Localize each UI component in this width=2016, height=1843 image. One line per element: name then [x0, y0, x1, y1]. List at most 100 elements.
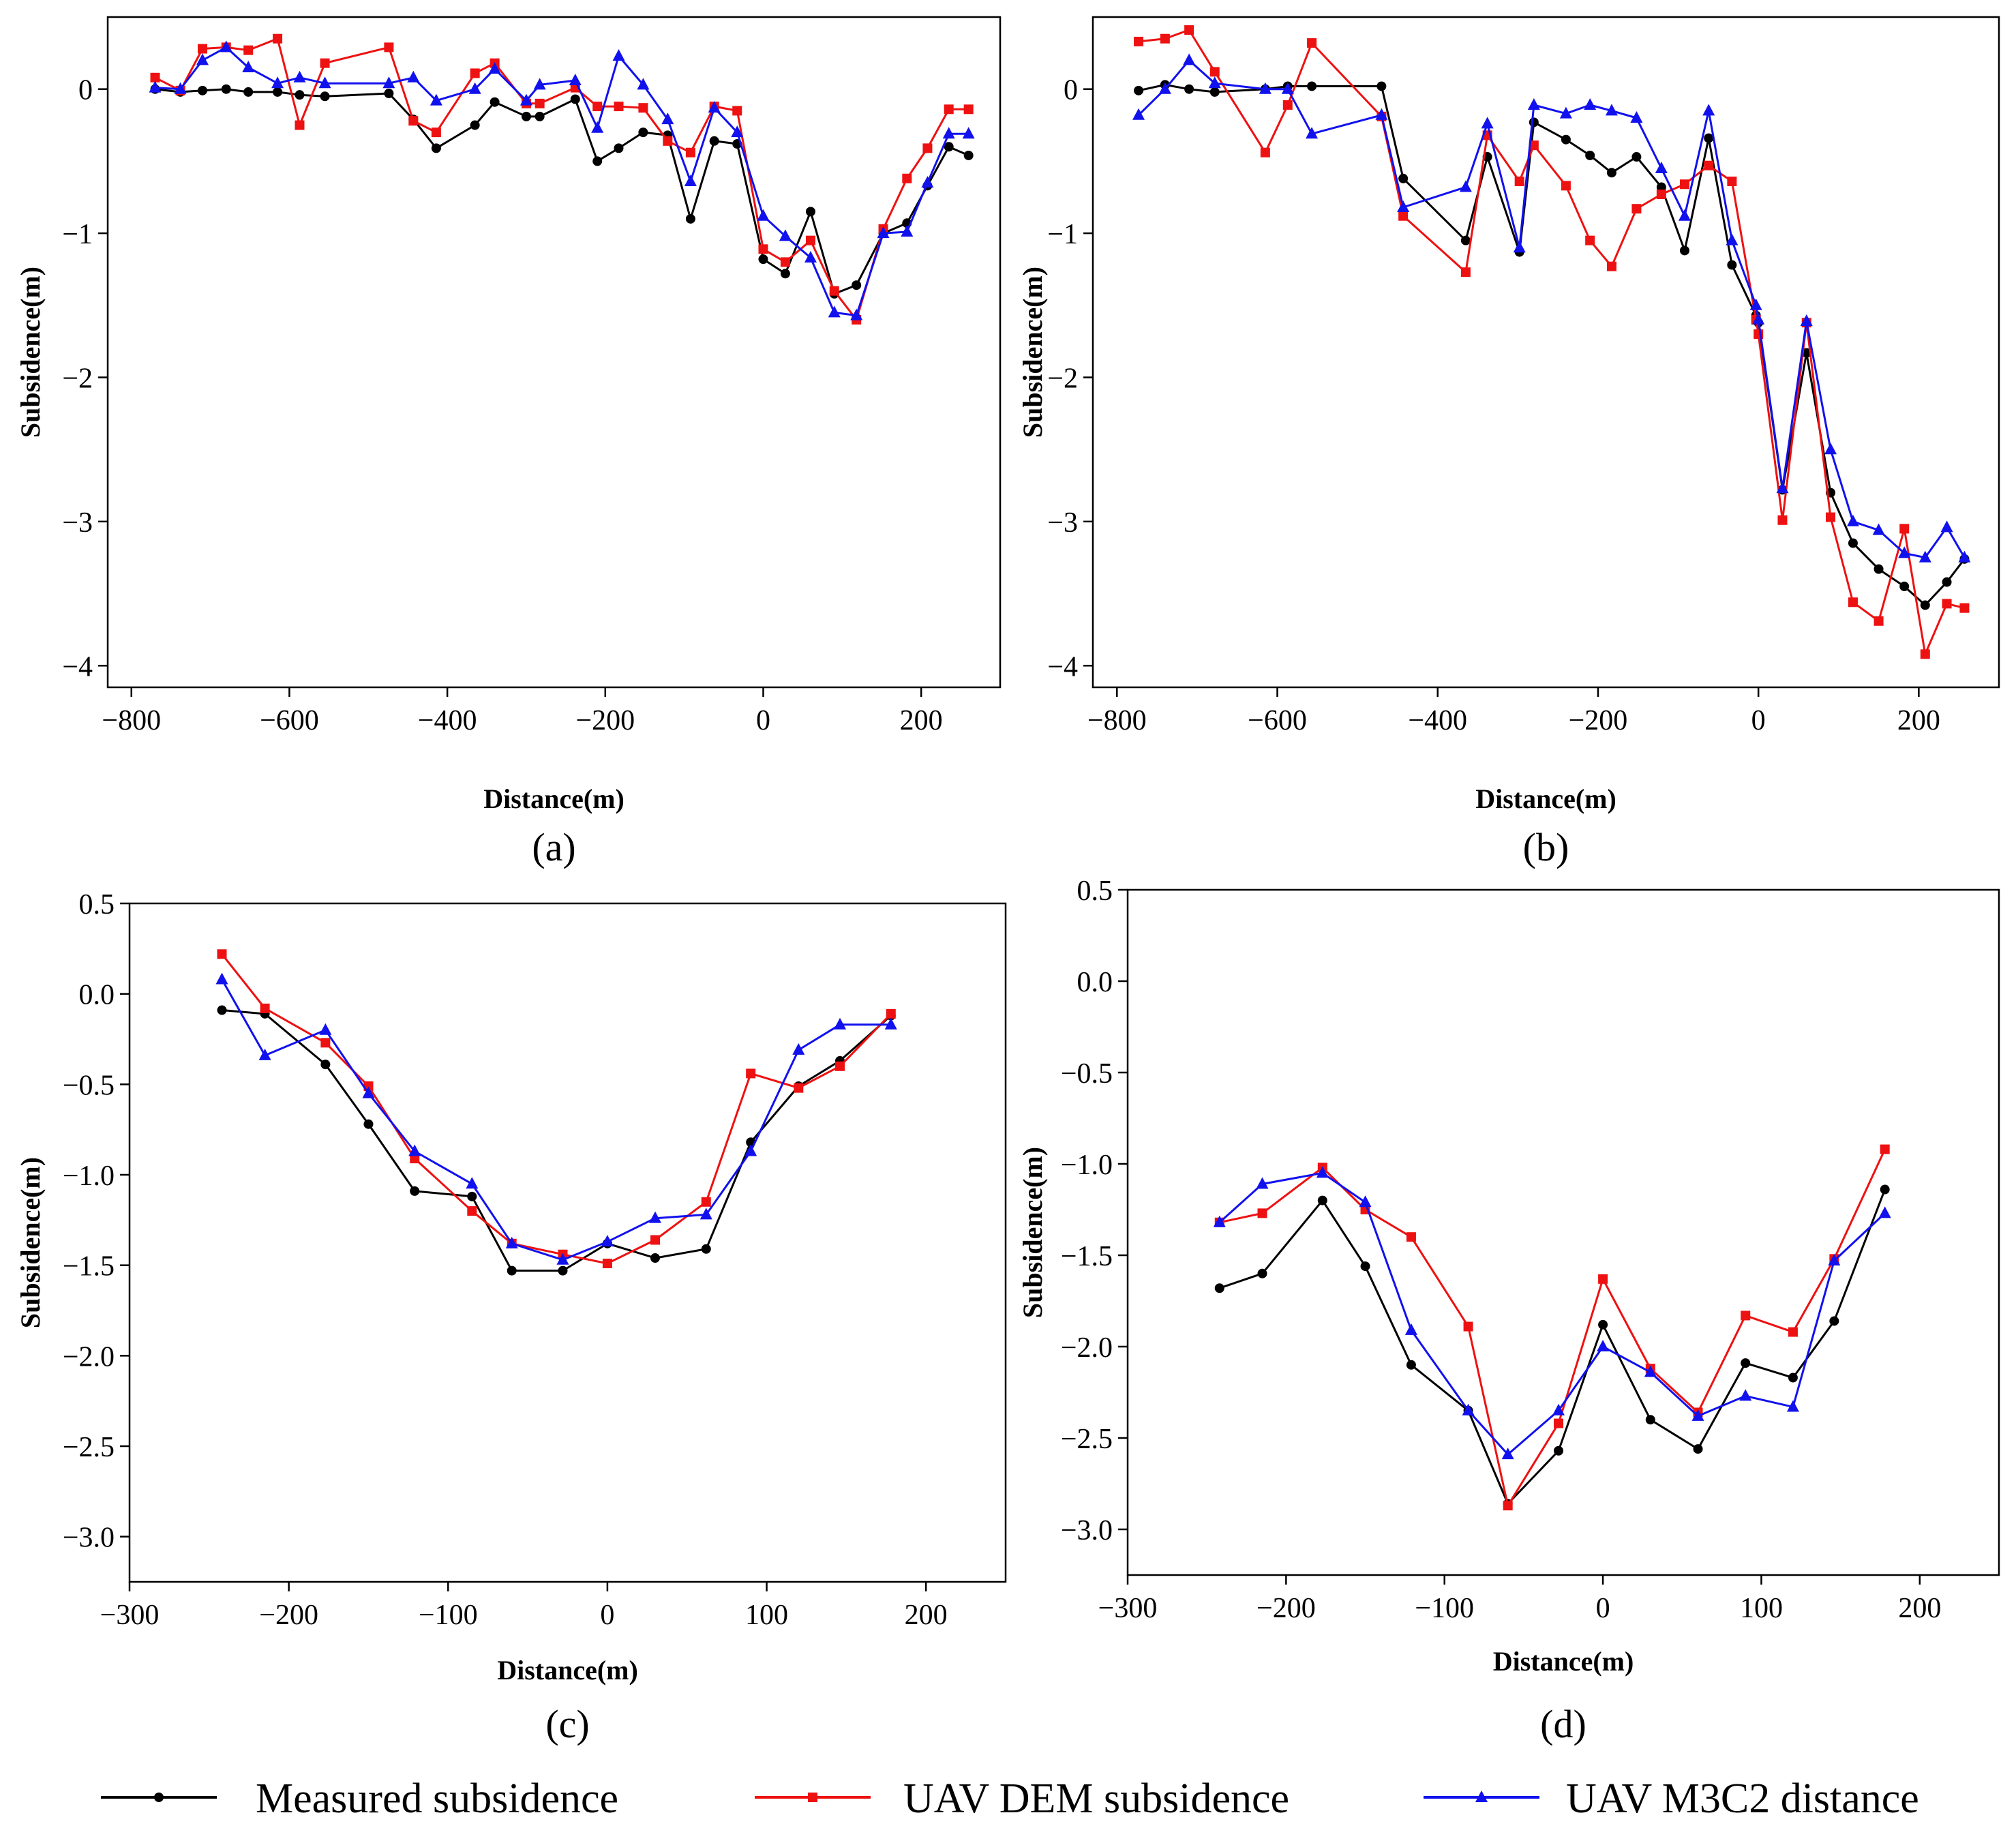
- y-tick-label: −3: [62, 507, 93, 539]
- x-tick-label: 200: [900, 705, 943, 736]
- data-point: [684, 174, 697, 186]
- data-point: [1704, 160, 1714, 170]
- data-point: [963, 150, 974, 160]
- data-point: [1585, 235, 1595, 245]
- data-point: [1460, 267, 1471, 278]
- legend-label: UAV DEM subsidence: [903, 1775, 1289, 1822]
- x-tick-label: −800: [1087, 705, 1147, 736]
- data-point: [505, 1236, 518, 1248]
- data-point: [1529, 117, 1539, 128]
- data-point: [1919, 550, 1931, 563]
- data-point: [320, 1060, 331, 1070]
- y-axis-title: Subsidence(m): [15, 1157, 46, 1328]
- series-triangle: [215, 972, 897, 1265]
- data-point: [1398, 211, 1409, 221]
- data-point: [408, 116, 419, 126]
- data-point: [1829, 1316, 1839, 1326]
- data-point: [319, 1023, 332, 1035]
- data-point: [1360, 1261, 1370, 1272]
- y-tick-label: 0: [1064, 75, 1078, 106]
- data-point: [1256, 1177, 1269, 1189]
- data-point: [835, 1061, 845, 1071]
- data-point: [1942, 599, 1952, 609]
- data-point: [638, 128, 648, 138]
- data-point: [1209, 87, 1220, 97]
- data-point: [1920, 600, 1930, 610]
- data-point: [295, 90, 305, 100]
- data-point: [1846, 514, 1859, 526]
- data-point: [877, 226, 890, 239]
- data-point: [217, 1005, 227, 1015]
- data-point: [243, 45, 254, 55]
- data-point: [1514, 176, 1524, 186]
- data-point: [1741, 1310, 1751, 1321]
- data-point: [467, 1206, 477, 1216]
- data-point: [757, 209, 770, 221]
- data-point: [243, 87, 254, 97]
- data-point: [320, 1038, 331, 1048]
- data-point: [1656, 182, 1666, 192]
- panel-label: (b): [1523, 825, 1569, 869]
- panel-label: (c): [545, 1702, 589, 1746]
- data-point: [362, 1086, 375, 1098]
- series-circle: [1214, 1184, 1890, 1509]
- data-point: [746, 1068, 756, 1079]
- data-point: [217, 949, 227, 959]
- data-point: [1598, 1274, 1608, 1284]
- data-point: [1631, 152, 1642, 162]
- data-point: [150, 72, 160, 83]
- legend-item: UAV M3C2 distance: [1424, 1775, 1919, 1822]
- series-triangle: [1213, 1166, 1891, 1460]
- data-point: [258, 1048, 271, 1060]
- x-tick-label: −200: [575, 705, 635, 736]
- legend-item: Measured subsidence: [101, 1775, 618, 1822]
- data-point: [470, 120, 480, 130]
- data-point: [884, 1017, 897, 1030]
- y-tick-label: −1.0: [63, 1160, 115, 1192]
- data-point: [1359, 1195, 1372, 1208]
- y-axis-title: Subsidence(m): [15, 267, 46, 438]
- data-point: [1559, 106, 1572, 119]
- data-point: [614, 143, 624, 153]
- data-point: [408, 1144, 421, 1156]
- data-point: [663, 136, 673, 146]
- data-point: [320, 58, 330, 68]
- data-point: [805, 207, 815, 217]
- data-point: [1739, 1389, 1752, 1401]
- data-point: [592, 102, 603, 112]
- data-point: [649, 1211, 661, 1223]
- data-point: [1752, 312, 1765, 325]
- data-point: [758, 254, 768, 265]
- x-tick-label: −200: [1569, 705, 1628, 736]
- series-line: [221, 953, 892, 1265]
- data-point: [1898, 546, 1911, 558]
- series-square: [1134, 25, 1970, 659]
- data-point: [1872, 523, 1885, 535]
- data-point: [431, 128, 441, 138]
- series-square: [150, 33, 974, 325]
- data-point: [1942, 577, 1952, 587]
- data-point: [490, 97, 500, 107]
- data-point: [591, 121, 604, 133]
- series-triangle: [1132, 53, 1971, 563]
- x-axis-title: Distance(m): [497, 1655, 638, 1685]
- data-point: [1848, 597, 1858, 608]
- x-tick-label: 100: [745, 1600, 788, 1631]
- data-point: [430, 93, 442, 106]
- data-point: [780, 257, 790, 267]
- data-point: [792, 1043, 805, 1055]
- series-square: [1214, 1144, 1890, 1511]
- y-tick-label: −2.0: [1061, 1332, 1113, 1364]
- data-point: [1208, 76, 1221, 89]
- data-point: [1376, 81, 1387, 91]
- data-point: [1899, 582, 1910, 592]
- data-point: [685, 213, 695, 224]
- x-tick-label: −100: [1415, 1593, 1474, 1624]
- data-point: [520, 93, 532, 106]
- data-point: [410, 1186, 420, 1196]
- y-tick-label: −2.5: [1061, 1424, 1113, 1455]
- data-point: [1631, 204, 1642, 214]
- data-point: [318, 76, 331, 89]
- y-tick-label: −1.5: [63, 1251, 115, 1283]
- data-point: [1656, 190, 1666, 200]
